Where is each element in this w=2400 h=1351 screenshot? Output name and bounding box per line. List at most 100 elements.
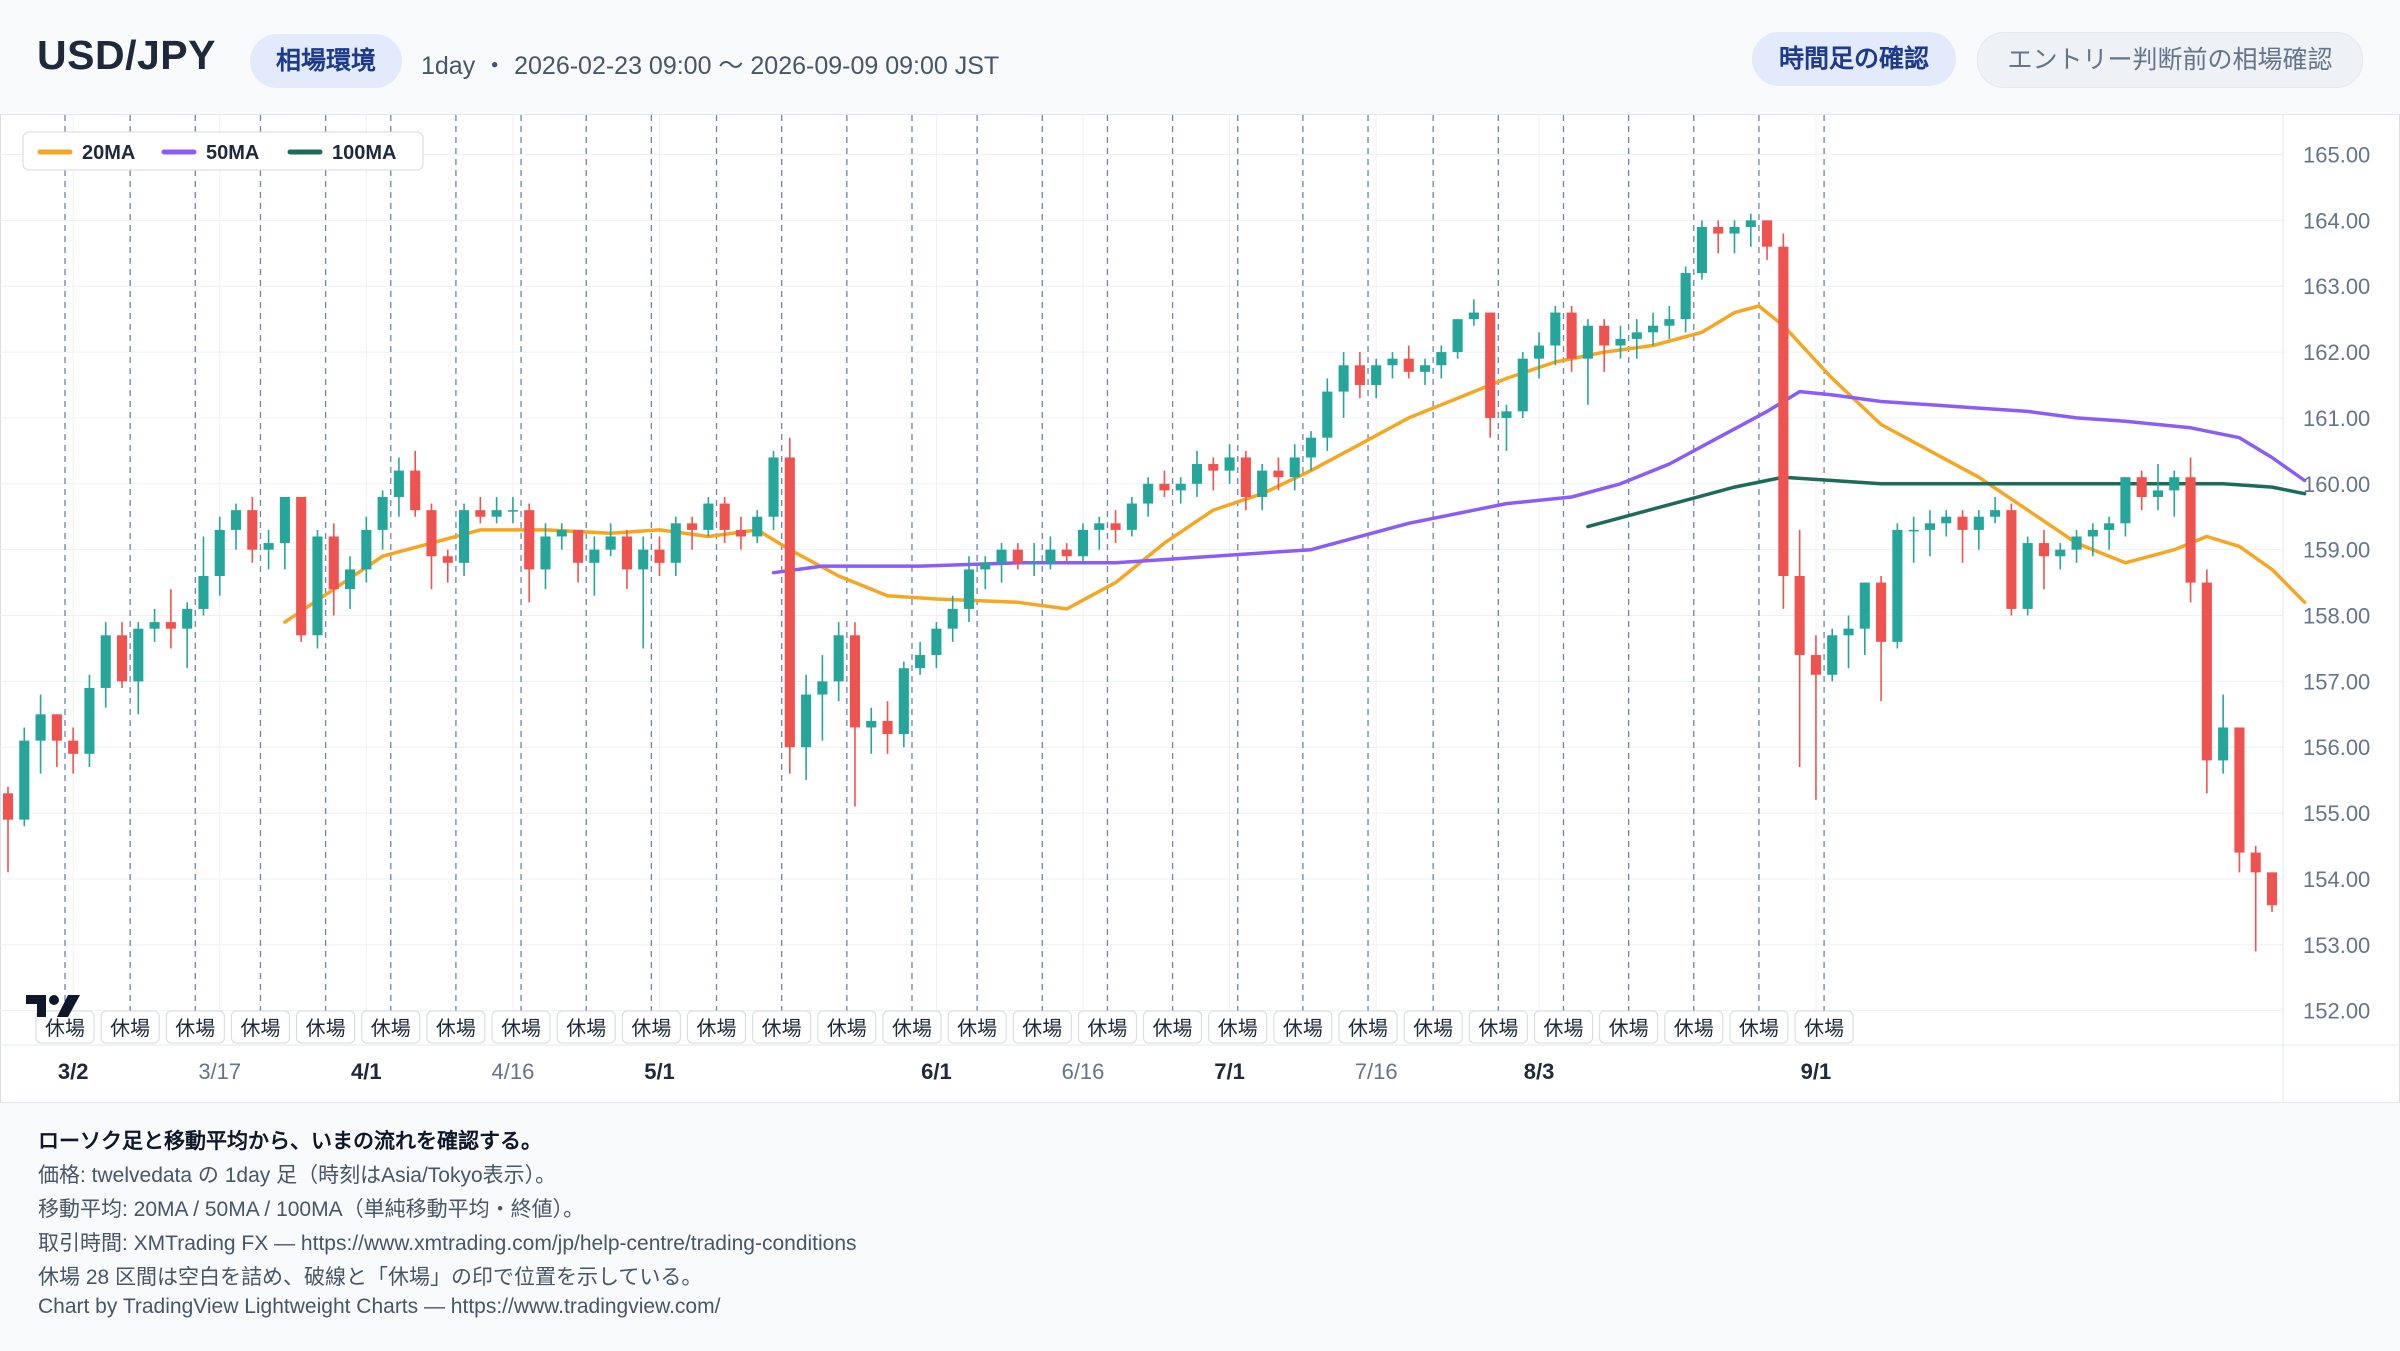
candle[interactable] xyxy=(2250,846,2261,952)
candle[interactable] xyxy=(1110,510,1121,544)
candle[interactable] xyxy=(1126,496,1137,537)
candle[interactable] xyxy=(2055,543,2066,570)
candle[interactable] xyxy=(1990,496,2001,524)
candle[interactable] xyxy=(1452,319,1463,359)
candle[interactable] xyxy=(68,727,79,774)
candle[interactable] xyxy=(312,529,323,649)
candle[interactable] xyxy=(2152,464,2164,511)
tradingview-logo-icon[interactable] xyxy=(24,991,86,1021)
note-chart-credit[interactable]: Chart by TradingView Lightweight Charts … xyxy=(38,1295,721,1318)
candle[interactable] xyxy=(1012,543,1023,570)
candle[interactable] xyxy=(589,536,600,596)
candlestick-chart[interactable]: 休場 休場 休場 休場 休場 休場 休場 休場 休場 休場 休場 休場 休場 休場 休場 休場 休場 休場 休場 休場… xyxy=(0,115,2400,1102)
candle[interactable] xyxy=(719,496,730,544)
candle[interactable] xyxy=(996,543,1007,583)
candle[interactable] xyxy=(491,496,502,524)
candle[interactable] xyxy=(540,523,551,590)
candle[interactable] xyxy=(882,701,893,754)
candle[interactable] xyxy=(1762,220,1773,260)
candle[interactable] xyxy=(1143,477,1154,517)
candle[interactable] xyxy=(524,503,535,603)
candle[interactable] xyxy=(214,516,225,596)
tab-timeframe-check[interactable]: 時間足の確認 xyxy=(1752,32,1956,86)
candle[interactable] xyxy=(947,595,958,642)
candle[interactable] xyxy=(1208,457,1219,491)
candle[interactable] xyxy=(556,523,567,550)
candle[interactable] xyxy=(963,556,975,623)
candle[interactable] xyxy=(1713,220,1724,254)
candle[interactable] xyxy=(1696,220,1707,280)
candle[interactable] xyxy=(1957,510,1968,563)
candle[interactable] xyxy=(1664,305,1675,339)
candle[interactable] xyxy=(279,496,290,570)
candle[interactable] xyxy=(1534,332,1545,379)
candle[interactable] xyxy=(1240,450,1251,511)
candle[interactable] xyxy=(35,694,46,774)
candle[interactable] xyxy=(1778,233,1789,609)
candle[interactable] xyxy=(1224,444,1235,484)
candle[interactable] xyxy=(605,523,616,557)
candle[interactable] xyxy=(735,516,746,550)
candle[interactable] xyxy=(1745,213,1756,247)
candle[interactable] xyxy=(2120,477,2131,537)
candle[interactable] xyxy=(263,529,274,570)
candle[interactable] xyxy=(2218,694,2229,774)
candle[interactable] xyxy=(1680,266,1691,333)
candle[interactable] xyxy=(426,503,437,590)
candle[interactable] xyxy=(1924,510,1936,557)
candle[interactable] xyxy=(1289,444,1300,491)
candle[interactable] xyxy=(2201,569,2212,794)
candle[interactable] xyxy=(1191,450,1203,497)
candle[interactable] xyxy=(784,437,795,774)
candle[interactable] xyxy=(198,536,209,616)
candle[interactable] xyxy=(1941,510,1952,537)
candle[interactable] xyxy=(1354,352,1365,399)
candle[interactable] xyxy=(654,536,665,576)
candle[interactable] xyxy=(344,556,356,609)
candle[interactable] xyxy=(1338,352,1349,418)
note-trading-hours[interactable]: 取引時間: XMTrading FX — https://www.xmtradi… xyxy=(38,1232,857,1255)
candle[interactable] xyxy=(2087,523,2098,557)
candle[interactable] xyxy=(2185,457,2196,603)
candle[interactable] xyxy=(898,661,909,748)
candle[interactable] xyxy=(361,516,372,583)
candle[interactable] xyxy=(1501,404,1512,451)
candle[interactable] xyxy=(1322,378,1333,451)
candle[interactable] xyxy=(84,674,95,767)
candle[interactable] xyxy=(2038,529,2050,590)
candle[interactable] xyxy=(768,450,779,530)
candle[interactable] xyxy=(1029,543,1040,576)
candle[interactable] xyxy=(801,674,812,781)
candle[interactable] xyxy=(1517,352,1528,418)
candle[interactable] xyxy=(247,496,258,563)
candle[interactable] xyxy=(2234,727,2245,873)
candle[interactable] xyxy=(1403,345,1414,379)
tab-pre-entry-check[interactable]: エントリー判断前の相場確認 xyxy=(1977,32,2363,88)
candle[interactable] xyxy=(1468,299,1479,326)
candle[interactable] xyxy=(393,457,404,517)
candle[interactable] xyxy=(849,622,861,807)
candle[interactable] xyxy=(1566,305,1577,372)
candle[interactable] xyxy=(2006,503,2017,616)
candle[interactable] xyxy=(817,655,828,741)
candle[interactable] xyxy=(182,602,193,669)
candle[interactable] xyxy=(296,496,307,642)
candle[interactable] xyxy=(1648,312,1659,346)
candle[interactable] xyxy=(1631,319,1642,359)
candle[interactable] xyxy=(1257,464,1268,511)
candle[interactable] xyxy=(915,641,926,675)
candle[interactable] xyxy=(1827,628,1838,682)
candle[interactable] xyxy=(752,510,763,544)
candle[interactable] xyxy=(573,529,584,583)
candle[interactable] xyxy=(1419,358,1431,386)
candle[interactable] xyxy=(1077,523,1089,563)
candle[interactable] xyxy=(1305,431,1317,471)
candle[interactable] xyxy=(442,549,453,583)
candle[interactable] xyxy=(116,622,128,688)
candle[interactable] xyxy=(1810,635,1821,800)
candle[interactable] xyxy=(1582,319,1593,405)
candle[interactable] xyxy=(833,622,844,702)
candle[interactable] xyxy=(703,496,714,537)
candle[interactable] xyxy=(377,490,388,550)
candle[interactable] xyxy=(459,503,470,576)
